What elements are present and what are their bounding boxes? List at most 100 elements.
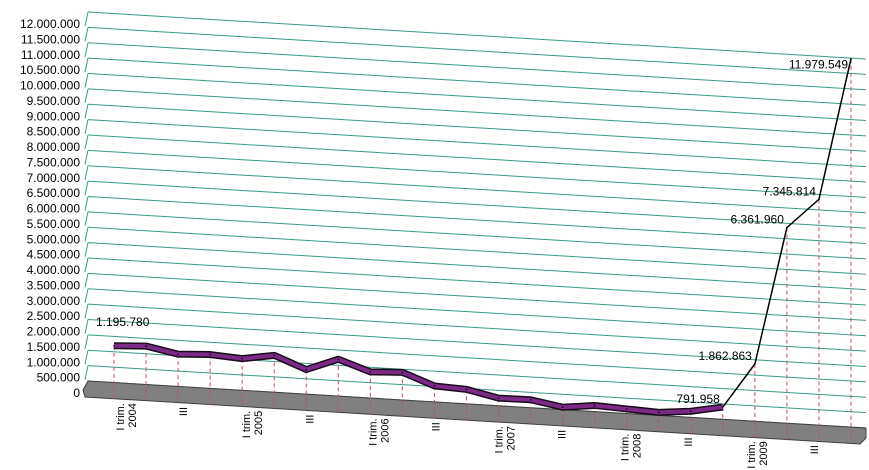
x-tick-label: III <box>430 422 442 431</box>
data-point <box>113 345 115 347</box>
x-tick-line: I trim. <box>494 426 506 454</box>
x-tick-label: III <box>809 445 821 454</box>
gridline <box>87 103 867 152</box>
gridline-depth <box>84 42 89 57</box>
data-label: 11.979.549 <box>789 58 848 72</box>
x-tick-line: III <box>304 415 316 424</box>
y-tick-label: 3.500.000 <box>27 278 81 292</box>
y-tick-label: 5.500.000 <box>27 217 81 231</box>
gridline <box>87 165 867 214</box>
x-tick-line: 2004 <box>127 403 139 427</box>
gridline-depth <box>84 165 89 180</box>
x-tick-line: I trim. <box>241 411 253 439</box>
y-tick-label: 8.000.000 <box>27 140 81 154</box>
data-point <box>657 411 660 414</box>
gridline-depth <box>84 334 89 349</box>
x-tick-label: III <box>557 430 569 439</box>
gridline <box>87 334 867 383</box>
data-labels: 1.195.780 791.958 1.862.863 6.361.960 7.345.… <box>96 58 848 406</box>
y-tick-label: 6.000.000 <box>27 202 81 216</box>
gridline-depth <box>84 119 89 134</box>
x-tick-line: III <box>430 422 442 431</box>
data-point <box>369 371 372 373</box>
gridline <box>87 11 867 60</box>
data-point <box>689 410 692 413</box>
drop-lines <box>113 58 852 445</box>
data-label: 1.862.863 <box>698 349 752 363</box>
x-tick-label: III <box>178 407 190 416</box>
gridline <box>87 257 867 306</box>
x-tick-line: I trim. <box>115 403 127 431</box>
gridline <box>87 272 867 321</box>
data-point <box>273 354 276 357</box>
x-tick-label: I trim. 2007 <box>494 426 518 454</box>
y-tick-label: 7.000.000 <box>27 171 81 185</box>
gridline-depth <box>84 150 89 165</box>
y-tick-label: 10.500.000 <box>20 63 80 77</box>
gridline-depth <box>84 181 89 196</box>
x-tick-line: 2006 <box>379 418 391 442</box>
data-point <box>401 371 404 374</box>
gridline <box>87 303 867 352</box>
gridline-depth <box>84 58 89 73</box>
data-point <box>818 198 820 201</box>
gridline-depth <box>84 257 89 273</box>
gridline <box>87 196 867 244</box>
y-tick-label: 9.000.000 <box>27 109 81 123</box>
gridline-depth <box>84 365 89 380</box>
gridline-depth <box>84 227 89 242</box>
gridline-depth <box>84 319 89 334</box>
chart-floor <box>82 380 867 445</box>
x-tick-label: III <box>683 437 695 446</box>
y-tick-label: 1.500.000 <box>27 340 81 354</box>
gridline <box>87 57 867 106</box>
data-point <box>209 353 211 356</box>
y-tick-label: 7.500.000 <box>27 155 81 169</box>
x-tick-label: I trim. 2009 <box>746 441 770 469</box>
data-point <box>465 388 468 391</box>
x-tick-line: 2008 <box>632 434 644 458</box>
data-point <box>754 363 756 365</box>
data-label: 7.345.814 <box>763 184 817 198</box>
x-tick-line: 2009 <box>758 441 770 465</box>
gridline <box>87 73 867 121</box>
data-point <box>593 404 596 407</box>
gridline-depth <box>84 88 89 103</box>
y-tick-label: 1.000.000 <box>27 355 81 369</box>
x-axis-ticks: I trim. 2004 III I trim. 2005 III I trim. 2006 I… <box>115 403 821 469</box>
gridline-depth <box>84 104 89 119</box>
x-tick-line: I trim. <box>620 434 632 462</box>
y-tick-label: 5.000.000 <box>27 232 81 246</box>
data-point <box>337 358 340 361</box>
gridline-depth <box>84 242 89 257</box>
data-point <box>433 385 436 387</box>
gridline-depth <box>84 304 89 319</box>
gridline <box>87 226 867 275</box>
gridline <box>87 211 867 260</box>
y-tick-label: 12.000.000 <box>20 17 80 31</box>
gridline-depth <box>84 27 89 42</box>
x-tick-line: 2005 <box>253 411 265 435</box>
x-tick-line: 2007 <box>506 426 518 450</box>
series-line-early <box>113 343 724 415</box>
data-point <box>305 368 308 371</box>
series-line <box>113 57 852 416</box>
gridlines <box>84 11 867 429</box>
gridline-depth <box>84 11 89 27</box>
gridline <box>87 134 867 183</box>
y-tick-label: 3.000.000 <box>27 294 81 308</box>
gridline-depth <box>84 273 89 288</box>
gridline <box>87 88 867 137</box>
y-tick-label: 2.000.000 <box>27 325 81 339</box>
gridline <box>87 42 867 91</box>
y-tick-label: 0 <box>73 386 80 400</box>
x-tick-label: I trim. 2006 <box>367 418 391 446</box>
y-tick-label: 4.000.000 <box>27 263 81 277</box>
data-label: 6.361.960 <box>731 213 785 227</box>
x-tick-label: I trim. 2004 <box>115 403 139 431</box>
y-tick-label: 10.000.000 <box>20 79 80 93</box>
y-tick-label: 11.500.000 <box>21 32 80 46</box>
gridline <box>87 26 867 75</box>
